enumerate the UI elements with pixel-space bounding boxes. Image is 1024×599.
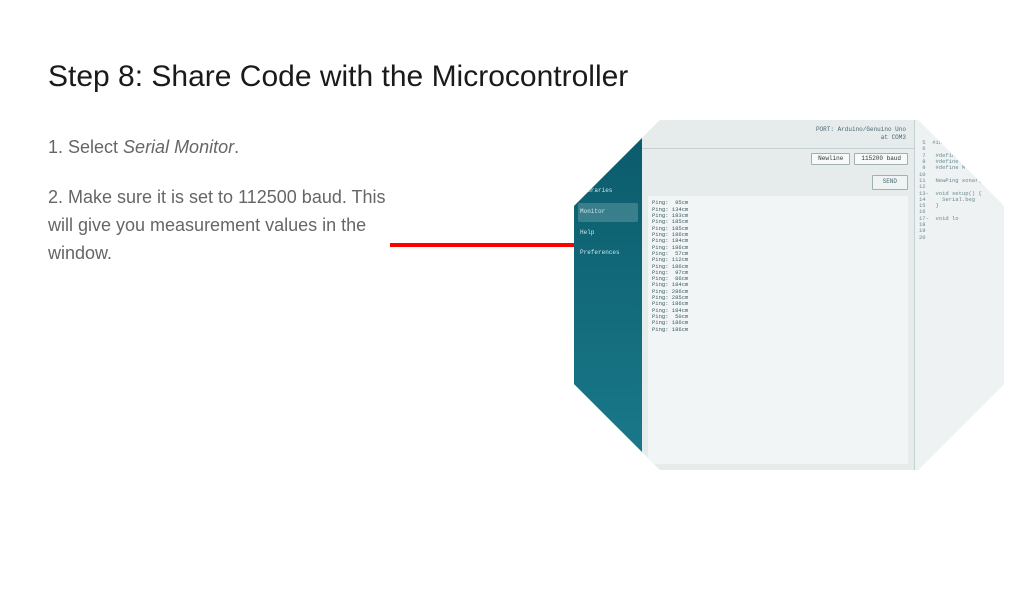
nav-libraries[interactable]: Libraries bbox=[578, 182, 638, 201]
nav-preferences[interactable]: Preferences bbox=[578, 244, 638, 263]
port-info: PORT: Arduino/Genuino Uno at COM3 bbox=[642, 120, 914, 149]
screenshot-inner: Sketches Examples Libraries Monitor Help… bbox=[574, 80, 1004, 510]
step-1: 1. Select Serial Monitor. bbox=[48, 134, 388, 162]
step1-tail: . bbox=[234, 137, 239, 157]
step-2: 2. Make sure it is set to 112500 baud. T… bbox=[48, 184, 388, 268]
send-row: SEND bbox=[642, 169, 914, 194]
serial-output: Ping: 95cm Ping: 134cm Ping: 183cm Ping:… bbox=[648, 196, 908, 464]
nav-monitor[interactable]: Monitor bbox=[578, 203, 638, 222]
monitor-panel: PORT: Arduino/Genuino Uno at COM3 Newlin… bbox=[642, 120, 914, 470]
newline-dropdown[interactable]: Newline bbox=[811, 153, 850, 166]
side-nav: Sketches Examples Libraries Monitor Help… bbox=[574, 120, 642, 470]
nav-help[interactable]: Help bbox=[578, 224, 638, 243]
nav-sketches[interactable]: Sketches bbox=[578, 140, 638, 159]
control-row: Newline 115200 baud bbox=[642, 149, 914, 170]
port-label: PORT: bbox=[816, 126, 834, 133]
step1-lead: 1. Select bbox=[48, 137, 123, 157]
slide: Step 8: Share Code with the Microcontrol… bbox=[0, 0, 1024, 576]
baud-dropdown[interactable]: 115200 baud bbox=[854, 153, 908, 166]
step1-emphasis: Serial Monitor bbox=[123, 137, 234, 157]
arduino-editor-screenshot: Sketches Examples Libraries Monitor Help… bbox=[574, 120, 1004, 470]
instructions: 1. Select Serial Monitor. 2. Make sure i… bbox=[48, 134, 388, 268]
send-button[interactable]: SEND bbox=[872, 175, 908, 190]
code-panel: 5 #in 6 7 #define 8 #define M 9 #define … bbox=[914, 120, 1004, 470]
nav-examples[interactable]: Examples bbox=[578, 161, 638, 180]
port-line2: at COM3 bbox=[881, 134, 906, 141]
board-name: Arduino/Genuino Uno bbox=[838, 126, 906, 133]
